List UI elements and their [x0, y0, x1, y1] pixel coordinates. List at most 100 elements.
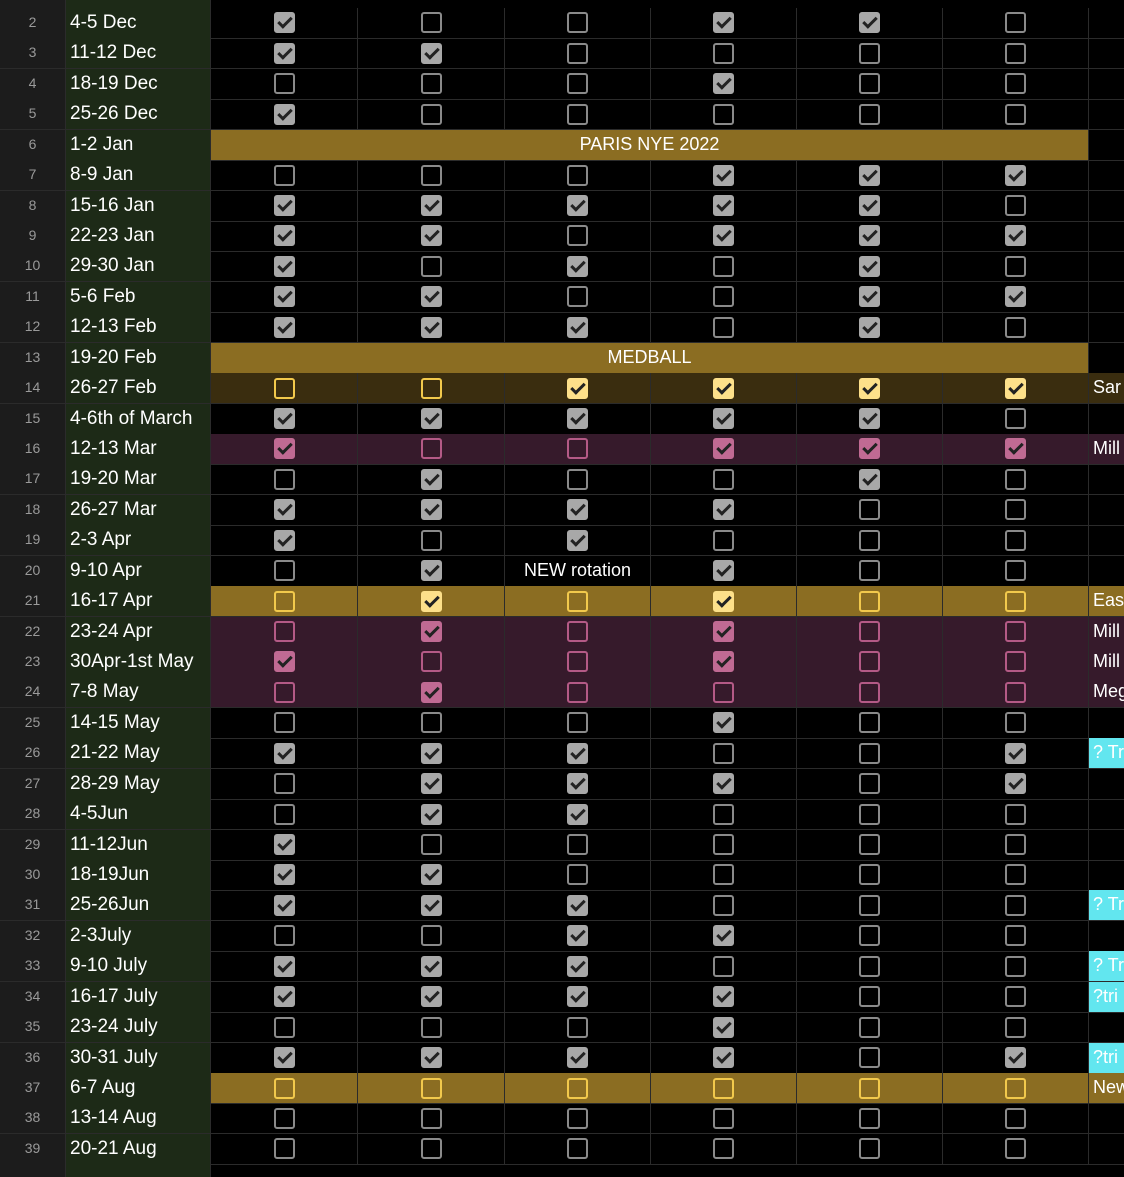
checkbox[interactable] [273, 225, 295, 247]
checkbox[interactable] [1005, 651, 1026, 673]
checkbox[interactable] [713, 1047, 734, 1069]
checkbox[interactable] [713, 742, 734, 764]
checkbox[interactable] [1005, 560, 1026, 582]
checkbox[interactable] [567, 42, 588, 64]
checkbox[interactable] [1005, 195, 1026, 217]
checkbox[interactable] [1005, 103, 1026, 125]
checkbox[interactable] [713, 560, 734, 582]
checkbox[interactable] [273, 316, 295, 338]
checkbox[interactable] [420, 1077, 442, 1099]
checkbox[interactable] [1005, 1107, 1026, 1129]
checkbox[interactable] [420, 529, 442, 551]
checkbox[interactable] [420, 834, 442, 856]
checkbox[interactable] [420, 864, 442, 886]
checkbox[interactable] [1005, 42, 1026, 64]
checkbox[interactable] [567, 651, 588, 673]
checkbox[interactable] [273, 864, 295, 886]
checkbox[interactable] [567, 1016, 588, 1038]
checkbox[interactable] [567, 377, 588, 399]
checkbox[interactable] [1005, 803, 1026, 825]
checkbox[interactable] [859, 834, 880, 856]
checkbox[interactable] [273, 712, 295, 734]
checkbox[interactable] [567, 225, 588, 247]
checkbox[interactable] [273, 12, 295, 34]
checkbox[interactable] [859, 42, 880, 64]
checkbox[interactable] [273, 894, 295, 916]
checkbox[interactable] [713, 773, 734, 795]
checkbox[interactable] [420, 408, 442, 430]
checkbox[interactable] [420, 621, 442, 643]
checkbox[interactable] [273, 834, 295, 856]
checkbox[interactable] [273, 438, 295, 460]
checkbox[interactable] [567, 468, 588, 490]
checkbox[interactable] [567, 103, 588, 125]
checkbox[interactable] [1005, 864, 1026, 886]
checkbox[interactable] [420, 1138, 442, 1160]
checkbox[interactable] [420, 955, 442, 977]
checkbox[interactable] [273, 286, 295, 308]
checkbox[interactable] [1005, 438, 1026, 460]
checkbox[interactable] [567, 834, 588, 856]
checkbox[interactable] [420, 742, 442, 764]
checkbox[interactable] [1005, 377, 1026, 399]
checkbox[interactable] [567, 773, 588, 795]
checkbox[interactable] [859, 1077, 880, 1099]
checkbox[interactable] [1005, 73, 1026, 95]
checkbox[interactable] [273, 955, 295, 977]
checkbox[interactable] [859, 651, 880, 673]
checkbox[interactable] [273, 195, 295, 217]
checkbox[interactable] [713, 925, 734, 947]
checkbox[interactable] [859, 1047, 880, 1069]
checkbox[interactable] [273, 408, 295, 430]
checkbox[interactable] [859, 1138, 880, 1160]
checkbox[interactable] [567, 712, 588, 734]
checkbox[interactable] [420, 560, 442, 582]
checkbox[interactable] [273, 621, 295, 643]
checkbox[interactable] [713, 225, 734, 247]
checkbox[interactable] [420, 286, 442, 308]
checkbox[interactable] [273, 499, 295, 521]
checkbox[interactable] [713, 529, 734, 551]
checkbox[interactable] [420, 255, 442, 277]
checkbox[interactable] [420, 894, 442, 916]
checkbox[interactable] [1005, 225, 1026, 247]
checkbox[interactable] [859, 742, 880, 764]
checkbox[interactable] [273, 803, 295, 825]
checkbox[interactable] [420, 377, 442, 399]
checkbox[interactable] [1005, 925, 1026, 947]
checkbox[interactable] [420, 468, 442, 490]
checkbox[interactable] [859, 590, 880, 612]
checkbox[interactable] [1005, 1016, 1026, 1038]
checkbox[interactable] [713, 1107, 734, 1129]
checkbox[interactable] [567, 621, 588, 643]
checkbox[interactable] [420, 73, 442, 95]
checkbox[interactable] [1005, 621, 1026, 643]
checkbox[interactable] [567, 590, 588, 612]
checkbox[interactable] [1005, 1138, 1026, 1160]
checkbox[interactable] [713, 195, 734, 217]
checkbox[interactable] [273, 986, 295, 1008]
checkbox[interactable] [420, 986, 442, 1008]
checkbox[interactable] [713, 377, 734, 399]
checkbox[interactable] [420, 590, 442, 612]
checkbox[interactable] [420, 1107, 442, 1129]
checkbox[interactable] [420, 773, 442, 795]
checkbox[interactable] [713, 712, 734, 734]
checkbox[interactable] [567, 681, 588, 703]
checkbox[interactable] [859, 195, 880, 217]
checkbox[interactable] [859, 773, 880, 795]
checkbox[interactable] [567, 803, 588, 825]
checkbox[interactable] [713, 12, 734, 34]
checkbox[interactable] [273, 529, 295, 551]
checkbox[interactable] [273, 255, 295, 277]
checkbox[interactable] [420, 225, 442, 247]
checkbox[interactable] [567, 864, 588, 886]
checkbox[interactable] [420, 103, 442, 125]
checkbox[interactable] [713, 164, 734, 186]
checkbox[interactable] [713, 590, 734, 612]
checkbox[interactable] [567, 286, 588, 308]
checkbox[interactable] [567, 12, 588, 34]
checkbox[interactable] [1005, 1047, 1026, 1069]
checkbox[interactable] [567, 925, 588, 947]
checkbox[interactable] [273, 1107, 295, 1129]
